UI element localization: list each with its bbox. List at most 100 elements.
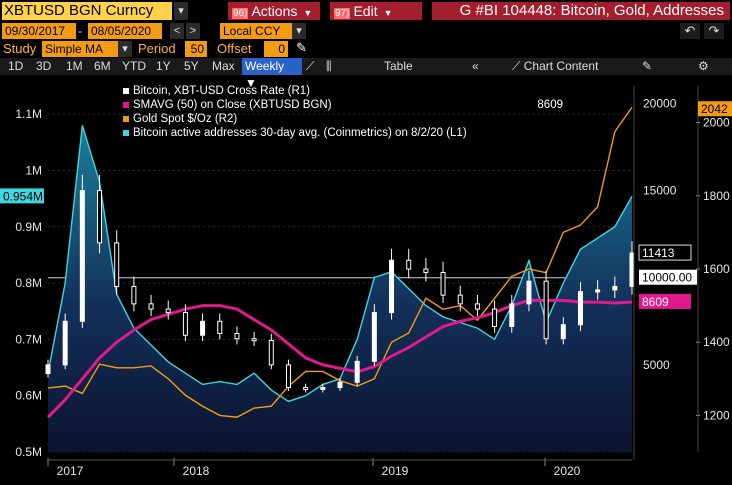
toolbar: 1D 3D 1M 6M YTD 1Y 5Y Max Weekly ▼ ⟋ ⫼ T…: [0, 58, 732, 90]
btc-candle-body: [612, 285, 618, 291]
actions-shortcut: 96): [232, 8, 249, 19]
btc-candle-body: [114, 242, 120, 287]
title-bar: XBTUSD BGN Curncy ▾ 96) Actions ▼ 97) Edit ▼…: [0, 0, 732, 22]
range-max[interactable]: Max: [212, 59, 235, 73]
right1-tick-label: 5000: [643, 358, 670, 372]
edit-chart-icon[interactable]: ✎: [642, 59, 653, 73]
gear-icon[interactable]: ⚙: [698, 59, 709, 73]
chevron-down-icon: ▼: [303, 8, 313, 18]
pencil-icon[interactable]: ✎: [296, 40, 307, 55]
chart-content-label: Chart Content: [523, 59, 599, 73]
legend-item-gold: Gold Spot $/Oz (R2): [123, 112, 237, 126]
left-tick-label: 0.8M: [15, 276, 42, 290]
actions-menu-button[interactable]: 96) Actions ▼: [228, 2, 320, 20]
range-5y[interactable]: 5Y: [184, 59, 199, 73]
right2-tick-label: 1600: [703, 262, 730, 276]
btc-candle-body: [182, 312, 188, 336]
legend-swatch-gold: [123, 115, 129, 122]
left-tick-label: 0.7M: [15, 332, 42, 346]
chevron-down-icon: ▼: [245, 76, 257, 90]
date-range-row: 09/30/2017 - 08/05/2020 < > Local CCY ▾ …: [0, 22, 732, 40]
range-1d[interactable]: 1D: [8, 59, 24, 73]
btc-candle-body: [62, 320, 68, 366]
btc-candle-body: [45, 364, 51, 375]
collapse-icon[interactable]: «: [472, 59, 479, 73]
ref-badge-bg: [639, 269, 697, 285]
range-6m[interactable]: 6M: [94, 59, 111, 73]
chart-svg: 1.1M 1M 0.9M 0.8M 0.7M 0.6M 0.5M 20000 15000 1000…: [0, 86, 732, 478]
start-date-input[interactable]: 09/30/2017: [2, 23, 76, 39]
btc-candle-body: [526, 280, 532, 305]
right2-tick-label: 1800: [703, 189, 730, 203]
btc-candle-body: [560, 324, 566, 340]
left-tick-label: 0.6M: [15, 389, 42, 403]
btc-candle-body: [389, 259, 395, 314]
gold-badge-bg: [698, 101, 732, 117]
right2-tick-label: 1200: [703, 408, 730, 422]
currency-dropdown-icon[interactable]: ▾: [292, 23, 306, 39]
ref-badge: 10000.00: [642, 271, 692, 285]
btc-candle-body: [320, 387, 326, 391]
end-date-input[interactable]: 08/05/2020: [88, 23, 162, 39]
frequency-label: Weekly: [245, 59, 285, 73]
btc-candle-body: [371, 312, 377, 362]
x-tick-label: 2019: [382, 464, 409, 478]
left-tick-label: 0.5M: [15, 445, 42, 459]
legend-label-gold: Gold Spot $/Oz (R2): [133, 113, 238, 125]
ticker-dropdown-arrow-icon[interactable]: ▾: [174, 2, 188, 20]
btc-candle-body: [79, 190, 85, 322]
btc-candle-body: [217, 320, 223, 334]
btc-candle-body: [629, 252, 635, 287]
chevron-right-icon[interactable]: >: [186, 23, 200, 39]
legend-swatch-sma: [123, 101, 129, 108]
edit-menu-button[interactable]: 97) Edit ▼: [330, 2, 422, 20]
chart-area: 1.1M 1M 0.9M 0.8M 0.7M 0.6M 0.5M 20000 15000 1000…: [0, 76, 732, 482]
btc-candle-body: [234, 332, 240, 340]
line-chart-icon[interactable]: ⟋: [306, 59, 315, 73]
btc-candle-body: [423, 268, 429, 273]
btc-candle-body: [97, 190, 103, 244]
left-tick-label: 0.9M: [15, 220, 42, 234]
study-row: Study Simple MA ▾ Period 50 Offset 0 ✎: [0, 40, 732, 58]
frequency-select[interactable]: Weekly ▼: [242, 58, 302, 90]
legend-swatch-bitcoin: [123, 87, 129, 94]
range-1m[interactable]: 1M: [66, 59, 83, 73]
bar-chart-icon[interactable]: ⫼: [326, 59, 332, 73]
chevron-left-icon[interactable]: <: [170, 23, 184, 39]
offset-label: Offset: [217, 41, 252, 56]
sma-badge-bg: [639, 293, 691, 309]
range-3d[interactable]: 3D: [36, 59, 52, 73]
addresses-badge: 0.954M: [3, 189, 43, 203]
x-tick-label: 2020: [554, 464, 581, 478]
undo-icon[interactable]: ↶: [680, 23, 700, 39]
legend-value-sma: 8609: [537, 99, 563, 111]
btc-candle-body: [354, 360, 360, 383]
redo-icon[interactable]: ↷: [704, 23, 724, 39]
study-type-select[interactable]: Simple MA: [42, 41, 118, 57]
study-dropdown-icon[interactable]: ▾: [118, 41, 132, 57]
btc-candle-body: [595, 289, 601, 293]
btc-candle-body: [492, 308, 498, 328]
btc-candle-body: [285, 364, 291, 389]
period-input[interactable]: 50: [185, 41, 207, 57]
btc-candle-body: [148, 303, 154, 310]
btc-candle-body: [474, 303, 480, 310]
range-1y[interactable]: 1Y: [156, 59, 171, 73]
period-label: Period: [138, 41, 176, 56]
range-ytd[interactable]: YTD: [122, 59, 146, 73]
legend-label-bitcoin: Bitcoin, XBT-USD Cross Rate (R1): [133, 85, 311, 97]
btc-candle-body: [303, 387, 309, 391]
chart-content-button[interactable]: ⟋ Chart Content: [512, 58, 598, 75]
table-button[interactable]: Table: [384, 59, 413, 73]
gold-badge: 2042: [701, 102, 728, 116]
btc-candle-body: [200, 320, 206, 336]
chart-content-icon: ⟋: [512, 59, 524, 73]
ticker-field[interactable]: XBTUSD BGN Curncy: [2, 2, 172, 20]
legend-label-addresses: Bitcoin active addresses 30-day avg. (Co…: [133, 127, 467, 139]
btc-candle-body: [131, 285, 137, 305]
right2-tick-label: 2000: [703, 116, 730, 130]
offset-input[interactable]: 0: [264, 41, 288, 57]
currency-select[interactable]: Local CCY: [220, 23, 292, 39]
left-tick-label: 1.1M: [15, 107, 42, 121]
btc-candle-body: [337, 381, 343, 389]
